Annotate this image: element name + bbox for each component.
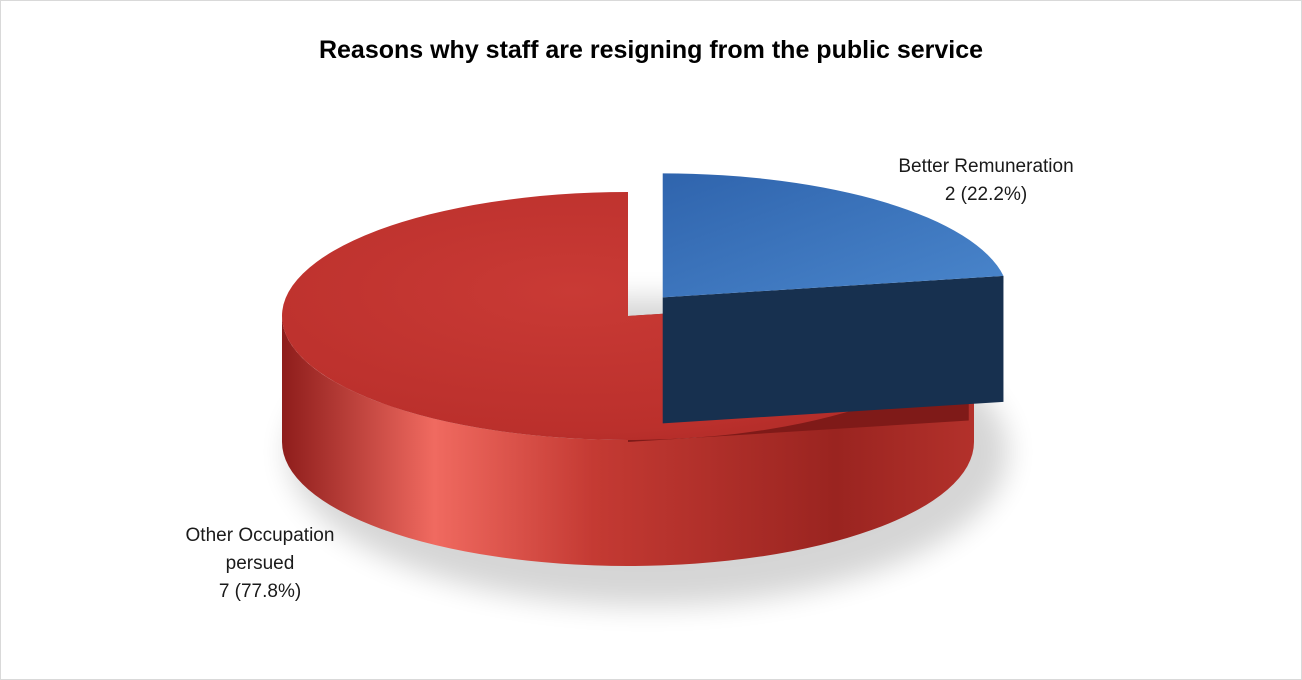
slice-name-other-occupation-line2: persued (225, 553, 295, 574)
slice-name-better-remuneration: Better Remuneration (898, 156, 1074, 177)
slice-value-other-occupation: 7 (77.8%) (218, 581, 302, 602)
slice-label-other-occupation: Other Occupation persued 7 (77.8%) (150, 522, 370, 606)
slice-label-better-remuneration: Better Remuneration 2 (22.2%) (866, 153, 1106, 209)
slice-value-better-remuneration: 2 (22.2%) (944, 184, 1028, 205)
slice-name-other-occupation-line1: Other Occupation (185, 525, 335, 546)
chart-title: Reasons why staff are resigning from the… (318, 36, 984, 64)
slice-cutface-better-remuneration (662, 275, 1004, 424)
slice-top-better-remuneration (662, 173, 1004, 298)
